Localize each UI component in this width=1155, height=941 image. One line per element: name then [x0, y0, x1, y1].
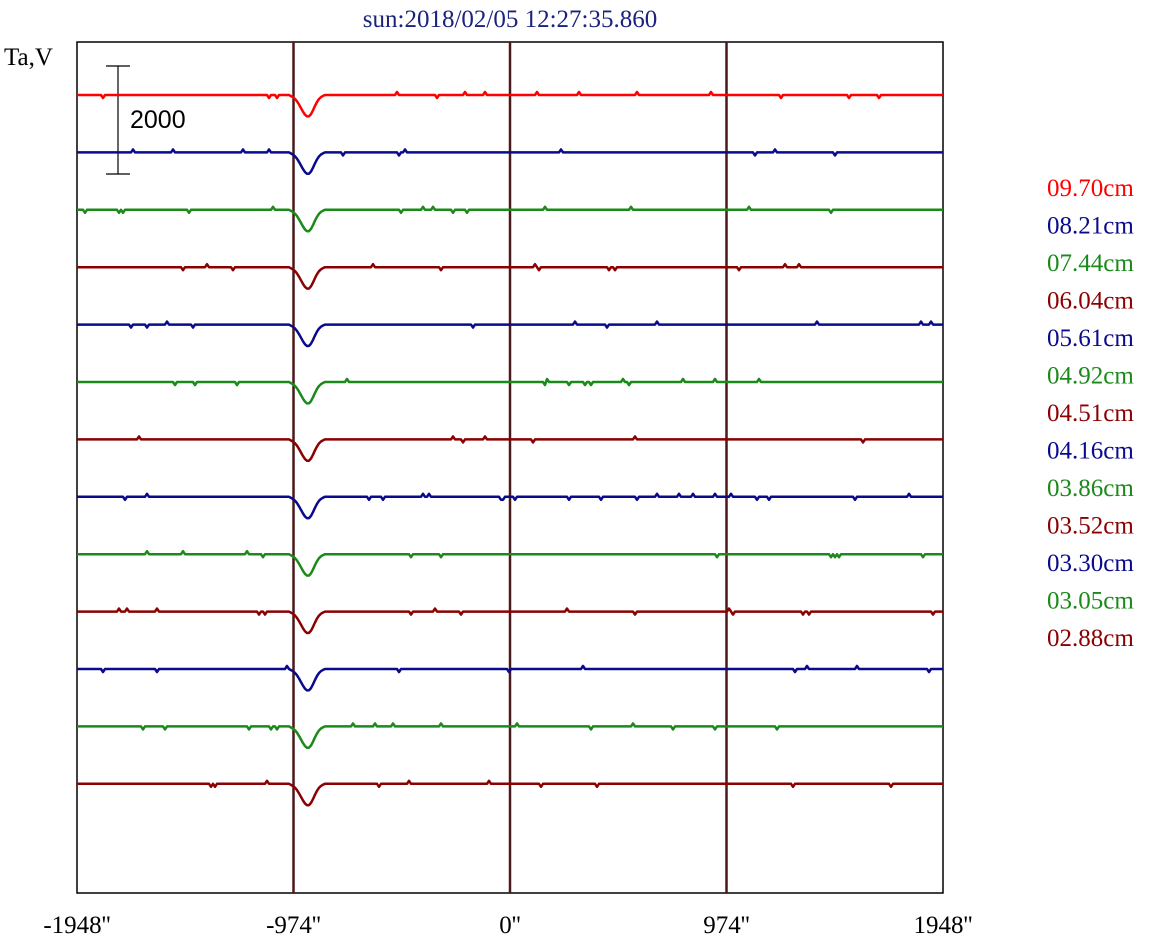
chart-title: sun:2018/02/05 12:27:35.860 [363, 6, 657, 33]
series-trace-08.21cm [77, 148, 943, 176]
vertical-reference-lines [292, 42, 728, 893]
series-trace-03.30cm [77, 664, 943, 692]
legend-entry: 06.04cm [1047, 288, 1134, 315]
legend-entry: 08.21cm [1047, 213, 1134, 240]
x-tick-label: 1948'' [913, 912, 972, 939]
scale-bar: 2000 [106, 65, 186, 175]
legend-entry: 03.05cm [1047, 588, 1134, 615]
series-trace-04.51cm [77, 435, 943, 463]
x-tick-labels: -1948'' -974'' 0'' 974'' 1948'' [43, 912, 972, 939]
scale-bar-label: 2000 [130, 106, 186, 134]
x-tick-label: -1948'' [43, 912, 110, 939]
series-trace-03.86cm [77, 549, 943, 577]
series-trace-05.61cm [77, 320, 943, 348]
legend-entry: 04.51cm [1047, 400, 1134, 427]
series-trace-06.04cm [77, 262, 943, 290]
legend-entry: 03.86cm [1047, 475, 1134, 502]
legend-entry: 04.92cm [1047, 363, 1134, 390]
legend-entry: 09.70cm [1047, 175, 1134, 202]
series-trace-03.05cm [77, 722, 943, 750]
x-tick-label: 0'' [499, 912, 521, 939]
legend-entry: 04.16cm [1047, 438, 1134, 465]
legend-entry: 07.44cm [1047, 250, 1134, 277]
legend-entry: 02.88cm [1047, 625, 1134, 652]
series-trace-04.92cm [77, 377, 943, 405]
series-trace-02.88cm [77, 779, 943, 807]
x-tick-label: -974'' [266, 912, 321, 939]
series-traces [77, 90, 943, 807]
series-trace-09.70cm [77, 90, 943, 118]
x-tick-label: 974'' [703, 912, 750, 939]
y-axis-label: Ta,V [4, 44, 53, 71]
series-trace-04.16cm [77, 492, 943, 520]
legend-entry: 05.61cm [1047, 325, 1134, 352]
series-trace-07.44cm [77, 205, 943, 233]
series-trace-03.52cm [77, 607, 943, 635]
legend: 09.70cm 08.21cm 07.44cm 06.04cm 05.61cm 04.92… [1047, 175, 1134, 652]
legend-entry: 03.52cm [1047, 513, 1134, 540]
legend-entry: 03.30cm [1047, 550, 1134, 577]
